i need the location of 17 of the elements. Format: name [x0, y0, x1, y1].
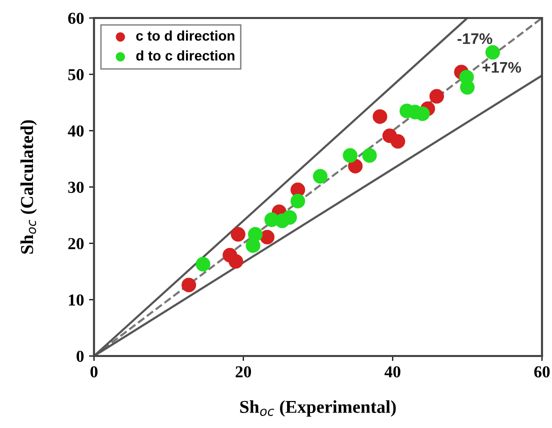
y-tick-label: 30 — [68, 182, 84, 193]
y-tick-label: 50 — [68, 69, 84, 80]
y-tick-label: 60 — [68, 12, 84, 24]
annotation: -17% — [458, 33, 492, 44]
y-tick-label: 0 — [76, 350, 84, 362]
x-axis-title: Sh$_{oc}$ (Experimental) — [240, 400, 396, 417]
annotation: +17% — [482, 62, 522, 73]
legend-label: c to d direction — [136, 30, 234, 41]
x-tick-label: 60 — [534, 366, 550, 378]
y-tick-label: 10 — [68, 294, 84, 306]
y-tick-label: 40 — [68, 125, 84, 137]
y-axis-title: Sh$_{oc}$ (Calculated) — [20, 120, 37, 254]
y-tick-label: 20 — [68, 238, 84, 250]
legend-label: d to c direction — [136, 50, 234, 61]
x-tick-label: 40 — [384, 366, 400, 378]
x-tick-label: 0 — [90, 366, 98, 378]
x-tick-label: 20 — [236, 366, 252, 378]
